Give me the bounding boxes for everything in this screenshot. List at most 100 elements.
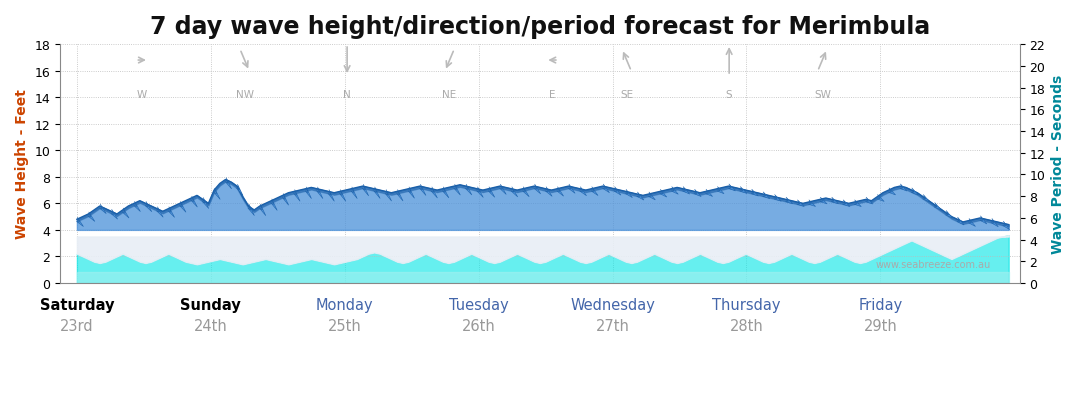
Text: SW: SW	[814, 90, 831, 100]
Polygon shape	[214, 189, 220, 200]
Polygon shape	[431, 188, 437, 199]
Polygon shape	[900, 185, 907, 192]
Text: 24th: 24th	[194, 318, 228, 333]
Polygon shape	[774, 195, 781, 202]
Text: SE: SE	[620, 90, 633, 100]
Text: Thursday: Thursday	[712, 298, 781, 313]
Polygon shape	[625, 190, 633, 198]
Polygon shape	[419, 185, 426, 196]
Text: Sunday: Sunday	[180, 298, 241, 313]
Polygon shape	[454, 185, 460, 196]
Polygon shape	[179, 202, 186, 213]
Polygon shape	[912, 188, 918, 196]
Polygon shape	[671, 187, 678, 195]
Polygon shape	[728, 185, 735, 192]
Polygon shape	[957, 218, 964, 225]
Text: W: W	[137, 90, 147, 100]
Polygon shape	[945, 211, 953, 218]
Text: 27th: 27th	[595, 318, 630, 333]
Text: N: N	[343, 90, 351, 100]
Polygon shape	[99, 204, 106, 214]
Text: www.seabreeze.com.au: www.seabreeze.com.au	[876, 259, 991, 269]
Text: Wednesday: Wednesday	[570, 298, 654, 313]
Polygon shape	[122, 209, 129, 218]
Polygon shape	[740, 187, 747, 194]
Polygon shape	[225, 178, 231, 190]
Polygon shape	[1002, 221, 1010, 230]
Polygon shape	[556, 187, 564, 197]
Polygon shape	[202, 198, 208, 209]
Polygon shape	[167, 207, 175, 218]
Polygon shape	[603, 185, 609, 193]
Polygon shape	[820, 198, 827, 204]
Polygon shape	[362, 185, 368, 197]
Polygon shape	[785, 198, 793, 204]
Polygon shape	[613, 187, 621, 196]
Polygon shape	[877, 195, 885, 202]
Text: 29th: 29th	[864, 318, 897, 333]
Polygon shape	[328, 190, 335, 202]
Polygon shape	[808, 200, 815, 207]
Polygon shape	[660, 190, 666, 197]
Polygon shape	[87, 212, 95, 222]
Title: 7 day wave height/direction/period forecast for Merimbula: 7 day wave height/direction/period forec…	[150, 15, 930, 39]
Polygon shape	[705, 190, 713, 197]
Polygon shape	[511, 187, 517, 197]
Polygon shape	[305, 188, 311, 199]
Polygon shape	[247, 204, 255, 216]
Text: Saturday: Saturday	[40, 298, 114, 313]
Polygon shape	[442, 188, 449, 198]
Polygon shape	[648, 192, 656, 200]
Polygon shape	[854, 200, 862, 207]
Polygon shape	[259, 204, 266, 216]
Polygon shape	[637, 192, 644, 201]
Polygon shape	[991, 219, 998, 227]
Polygon shape	[396, 190, 403, 202]
Polygon shape	[969, 219, 975, 227]
Text: NW: NW	[235, 90, 254, 100]
Polygon shape	[386, 190, 392, 202]
Polygon shape	[476, 187, 484, 198]
Text: NE: NE	[443, 90, 457, 100]
Polygon shape	[374, 188, 380, 199]
Polygon shape	[934, 203, 942, 211]
Polygon shape	[980, 216, 987, 224]
Polygon shape	[762, 192, 770, 199]
Polygon shape	[865, 198, 873, 204]
Polygon shape	[717, 187, 724, 194]
Polygon shape	[237, 185, 243, 196]
Polygon shape	[191, 197, 198, 208]
Text: 23rd: 23rd	[60, 318, 94, 333]
Text: E: E	[549, 90, 555, 100]
Y-axis label: Wave Period - Seconds: Wave Period - Seconds	[1051, 75, 1065, 254]
Polygon shape	[889, 188, 895, 195]
Polygon shape	[408, 188, 415, 199]
Polygon shape	[534, 185, 541, 195]
Polygon shape	[580, 187, 586, 196]
Polygon shape	[282, 194, 288, 206]
Polygon shape	[488, 187, 495, 198]
Polygon shape	[316, 188, 323, 199]
Polygon shape	[339, 190, 346, 202]
Polygon shape	[134, 202, 140, 212]
Y-axis label: Wave Height - Feet: Wave Height - Feet	[15, 89, 29, 239]
Polygon shape	[499, 185, 507, 195]
Polygon shape	[77, 218, 83, 227]
Polygon shape	[111, 210, 118, 220]
Polygon shape	[683, 187, 690, 195]
Polygon shape	[145, 202, 152, 212]
Text: 28th: 28th	[730, 318, 764, 333]
Polygon shape	[797, 200, 805, 207]
Polygon shape	[271, 199, 278, 211]
Polygon shape	[832, 198, 838, 204]
Polygon shape	[752, 190, 758, 197]
Polygon shape	[523, 187, 529, 197]
Polygon shape	[591, 187, 598, 196]
Polygon shape	[842, 200, 850, 207]
Text: 25th: 25th	[328, 318, 362, 333]
Polygon shape	[294, 190, 300, 202]
Polygon shape	[157, 207, 163, 218]
Text: Tuesday: Tuesday	[449, 298, 509, 313]
Polygon shape	[351, 188, 357, 199]
Text: S: S	[726, 90, 732, 100]
